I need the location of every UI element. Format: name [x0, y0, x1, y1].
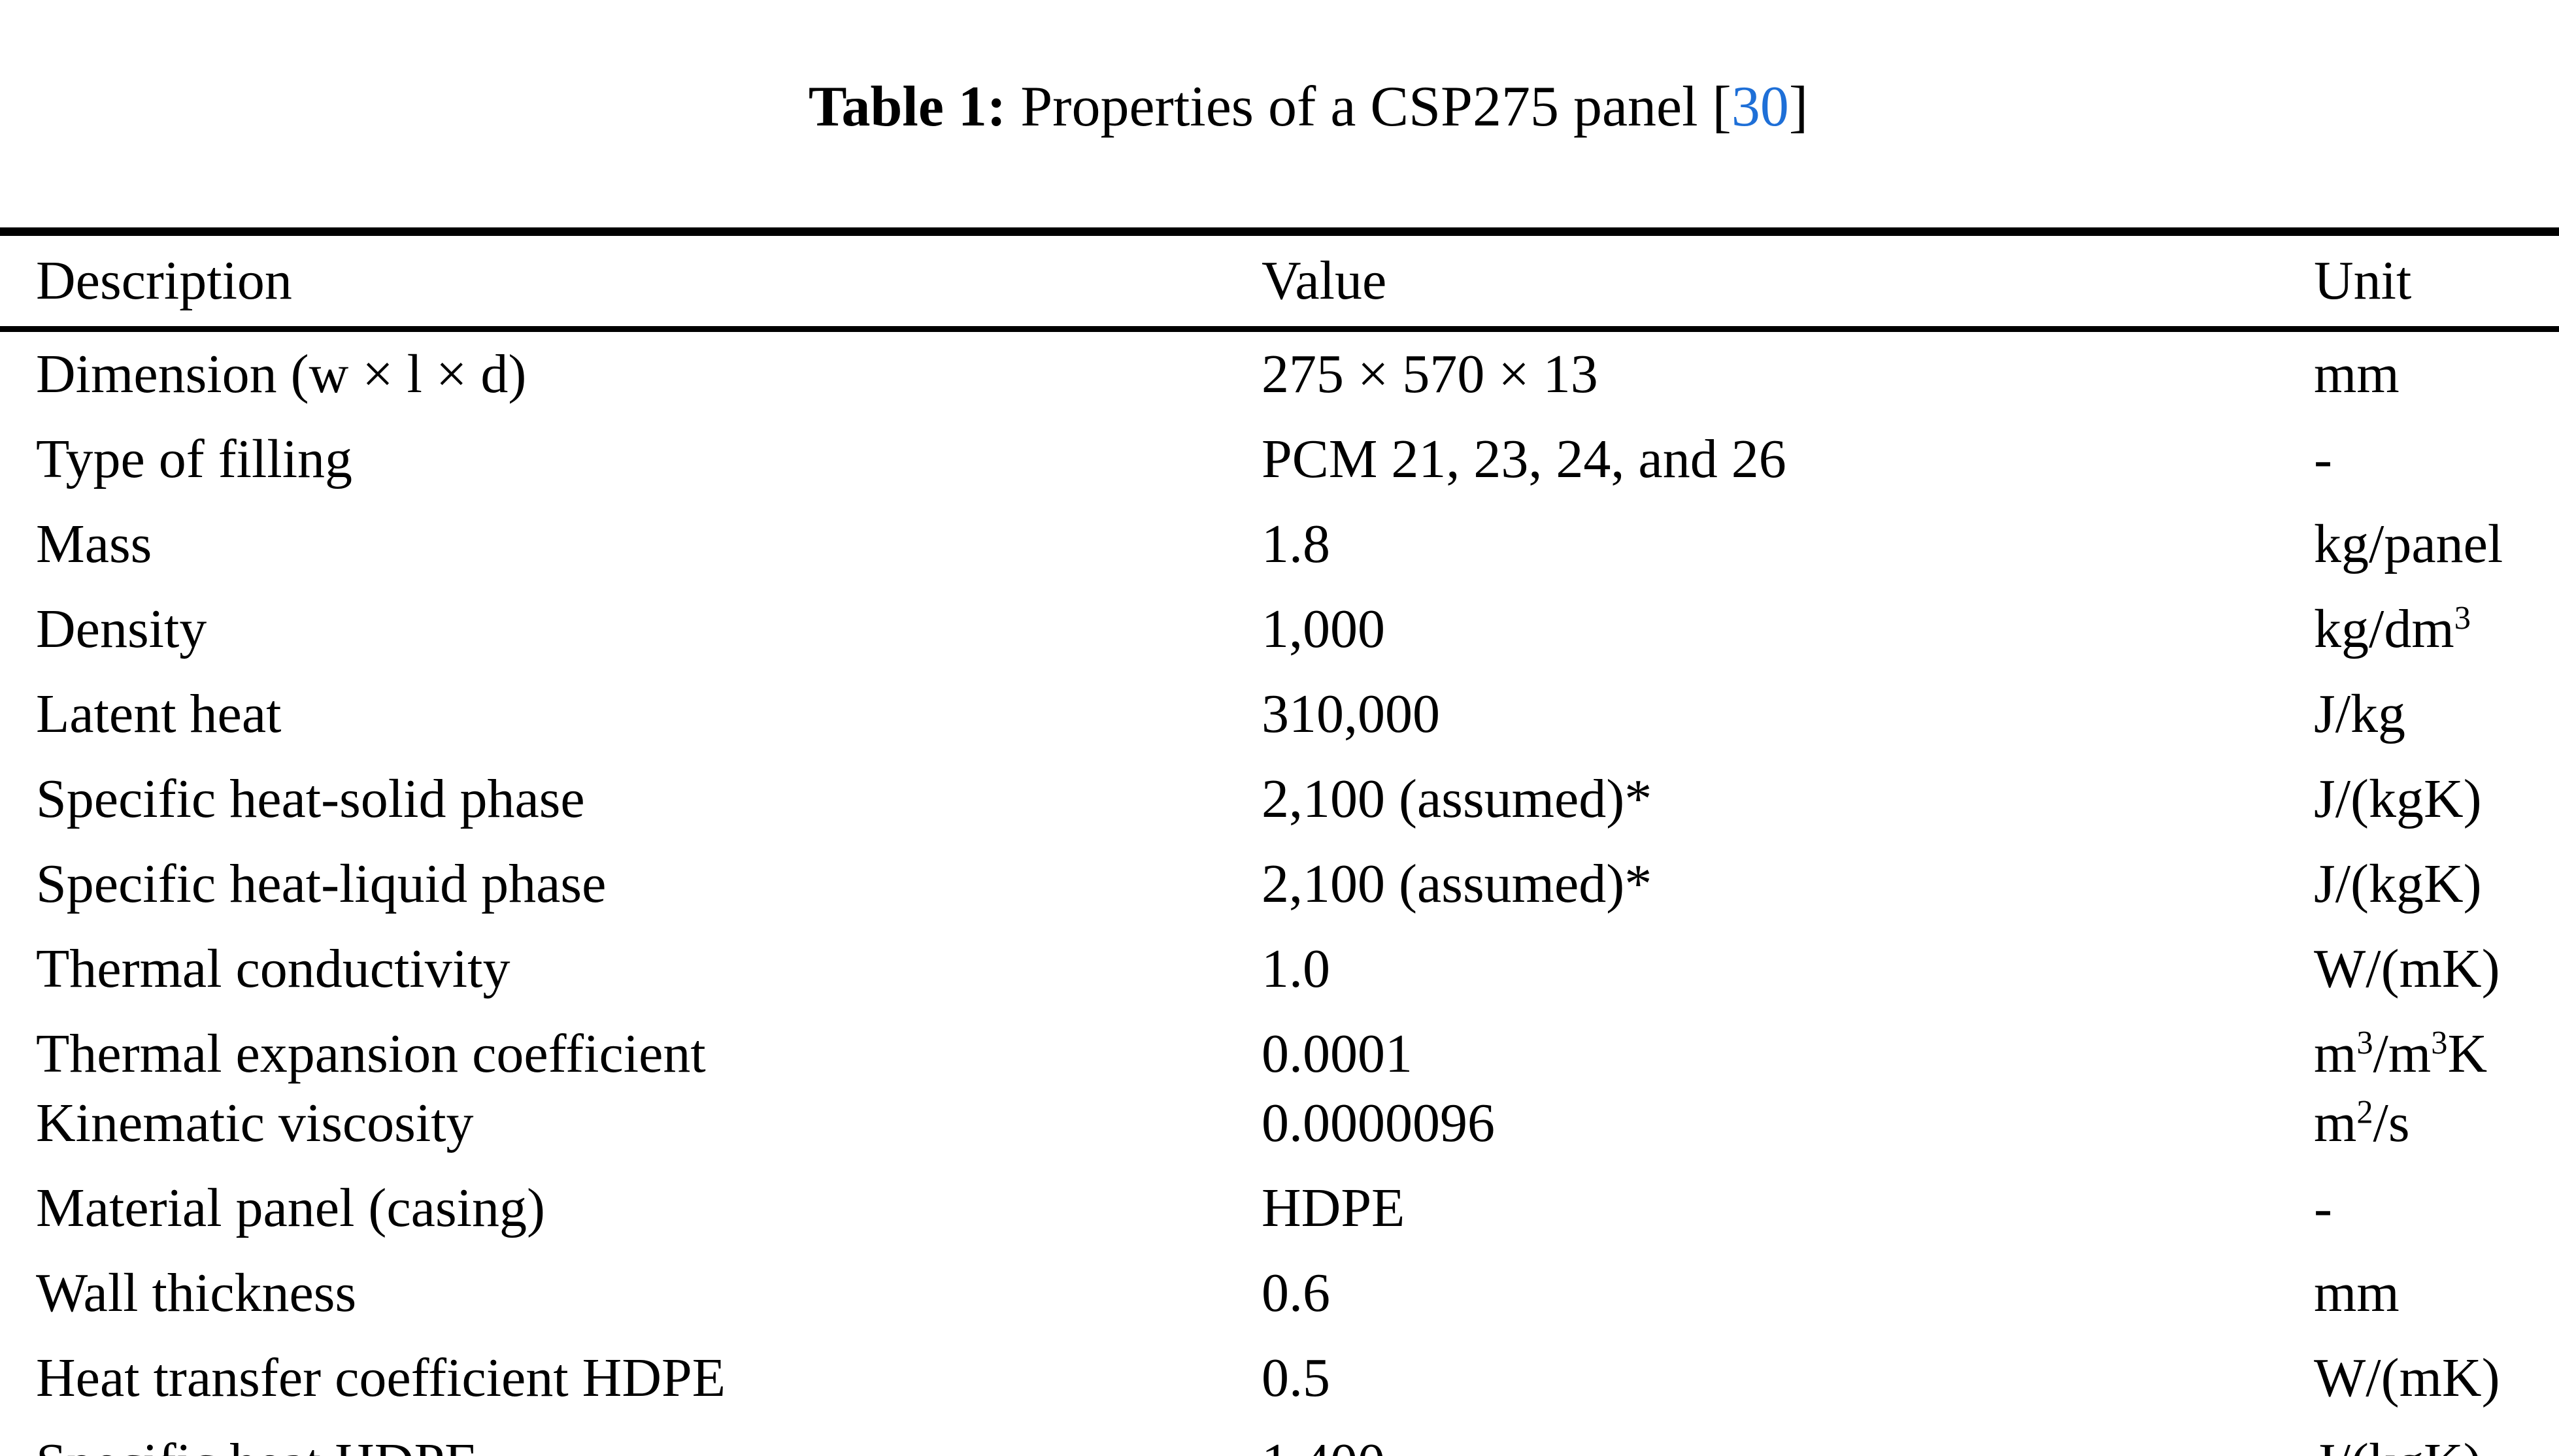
table-row: Latent heat 310,000 J/kg: [0, 672, 2559, 757]
table-row: Type of filling PCM 21, 23, 24, and 26 -: [0, 417, 2559, 502]
row-unit: J/(kgK): [2314, 853, 2482, 914]
row-unit: W/(mK): [2314, 1348, 2500, 1408]
table-row: Density 1,000 kg/dm3: [0, 587, 2559, 672]
table-caption-label: Table 1:: [808, 75, 1007, 139]
row-description: Dimension (w × l × d): [36, 344, 527, 405]
row-value: 310,000: [1262, 684, 1440, 744]
table-row: Dimension (w × l × d) 275 × 570 × 13 mm: [0, 329, 2559, 418]
table-row: Specific heat-solid phase 2,100 (assumed…: [0, 757, 2559, 842]
citation-bracket-close: ]: [1788, 75, 1809, 139]
row-value: PCM 21, 23, 24, and 26: [1262, 429, 1786, 489]
row-value: 0.0001: [1262, 1023, 1413, 1084]
row-unit: m2/s: [2314, 1093, 2410, 1153]
row-unit: kg/panel: [2314, 514, 2503, 574]
row-description: Type of filling: [36, 429, 353, 489]
table-row: Specific heat HDPE 1,400 J/(kgK): [0, 1421, 2559, 1456]
row-value: 2,100 (assumed)*: [1262, 769, 1652, 829]
row-unit: -: [2314, 1178, 2332, 1238]
row-value: 275 × 570 × 13: [1262, 344, 1598, 405]
col-header-description: Description: [0, 231, 1262, 332]
row-description: Mass: [36, 514, 152, 574]
properties-table: Description Value Unit Dimension (w × l …: [0, 227, 2559, 1456]
table-row: Thermal conductivity 1.0 W/(mK): [0, 927, 2559, 1012]
col-header-unit: Unit: [2314, 231, 2559, 332]
table-row: Specific heat-liquid phase 2,100 (assume…: [0, 842, 2559, 927]
row-description: Kinematic viscosity: [36, 1093, 474, 1153]
row-description: Specific heat-liquid phase: [36, 853, 607, 914]
col-header-value: Value: [1262, 231, 2314, 332]
row-description: Thermal expansion coefficient: [36, 1023, 706, 1084]
row-description: Latent heat: [36, 684, 282, 744]
row-value: 1.0: [1262, 938, 1330, 999]
citation-link[interactable]: 30: [1731, 75, 1789, 139]
row-description: Wall thickness: [36, 1263, 357, 1323]
row-unit: W/(mK): [2314, 938, 2500, 999]
row-unit: kg/dm3: [2314, 599, 2471, 659]
row-unit: mm: [2314, 344, 2400, 405]
row-unit: -: [2314, 429, 2332, 489]
citation-bracket-open: [: [1712, 75, 1731, 139]
row-unit: mm: [2314, 1263, 2400, 1323]
row-description: Thermal conductivity: [36, 938, 510, 999]
row-value: 0.0000096: [1262, 1093, 1495, 1153]
table-row: Kinematic viscosity 0.0000096 m2/s: [0, 1089, 2559, 1166]
row-value: HDPE: [1262, 1178, 1405, 1238]
row-description: Specific heat-solid phase: [36, 769, 585, 829]
row-value: 1,000: [1262, 599, 1385, 659]
row-value: 1,400: [1262, 1421, 2314, 1456]
table-row: Material panel (casing) HDPE -: [0, 1166, 2559, 1251]
row-description: Density: [36, 599, 207, 659]
row-description: Heat transfer coefficient HDPE: [36, 1348, 726, 1408]
table-row: Mass 1.8 kg/panel: [0, 502, 2559, 587]
row-value: 2,100 (assumed)*: [1262, 853, 1652, 914]
table-row: Heat transfer coefficient HDPE 0.5 W/(mK…: [0, 1336, 2559, 1421]
table-caption: Table 1: Properties of a CSP275 panel [3…: [0, 0, 2559, 209]
row-value: 1.8: [1262, 514, 1330, 574]
row-description: Specific heat HDPE: [0, 1421, 1262, 1456]
row-description: Material panel (casing): [36, 1178, 545, 1238]
header-row: Description Value Unit: [0, 231, 2559, 332]
row-unit: J/kg: [2314, 684, 2406, 744]
table-caption-text: Properties of a CSP275 panel: [1006, 75, 1713, 139]
row-unit: J/(kgK): [2314, 769, 2482, 829]
table-row: Wall thickness 0.6 mm: [0, 1251, 2559, 1336]
table-row: Thermal expansion coefficient 0.0001 m3/…: [0, 1012, 2559, 1089]
row-unit: J/(kgK): [2314, 1421, 2559, 1456]
row-value: 0.6: [1262, 1263, 1330, 1323]
row-value: 0.5: [1262, 1348, 1330, 1408]
row-unit: m3/m3K: [2314, 1023, 2488, 1084]
